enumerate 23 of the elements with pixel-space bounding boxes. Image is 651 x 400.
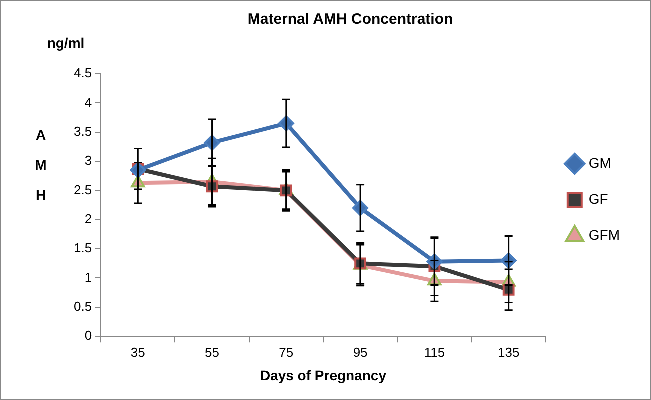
y-tick-label: 4.5 [74,66,92,81]
x-tick-label: 55 [205,344,220,360]
y-tick-label: 1 [84,270,92,285]
y-tick-label: 3 [84,153,92,168]
y-tick-label: 4 [84,94,92,110]
x-tick-label: 135 [498,344,520,360]
text: ng/ml [47,34,85,51]
x-tick-label: 95 [353,344,368,360]
y-axis-title: AMH [35,126,47,203]
x-tick-label: 115 [424,344,446,360]
y-tick-label: 2 [84,211,92,226]
x-tick-label: 35 [130,344,146,360]
y-tick-label: 2.5 [74,182,92,198]
chart-title: Maternal AMH Concentration [248,11,454,28]
y-tick-label: 3.5 [74,124,92,139]
x-axis-title: Days of Pregnancy [260,367,387,384]
y-tick-label: 1.5 [74,240,92,256]
legend-label: GF [588,190,608,207]
legend-label: GFM [588,226,620,243]
y-tick-label: 0.5 [74,299,92,314]
x-tick-label: 75 [279,344,294,360]
y-tick-label: 0 [84,328,92,344]
legend-label: GM [588,154,612,171]
